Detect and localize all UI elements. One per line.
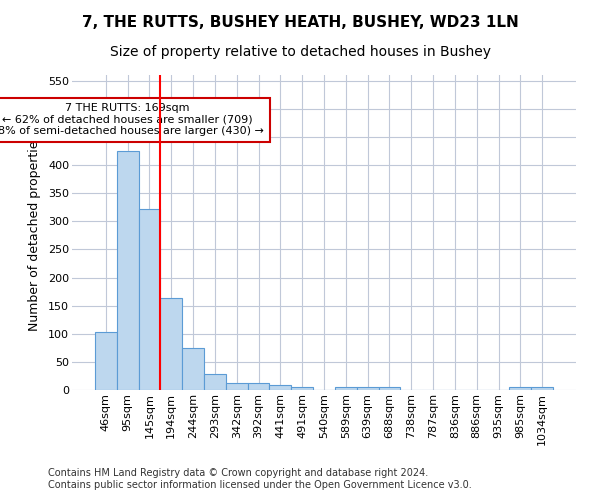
Bar [139, 209, 160, 390]
Text: Contains HM Land Registry data © Crown copyright and database right 2024.
Contai: Contains HM Land Registry data © Crown c… [48, 468, 472, 490]
Bar [335, 386, 357, 390]
Bar [226, 383, 248, 390]
Y-axis label: Number of detached properties: Number of detached properties [28, 134, 41, 331]
Bar [357, 386, 379, 390]
Bar [509, 387, 531, 390]
Bar [117, 151, 139, 390]
Bar [248, 383, 269, 390]
Bar [269, 385, 291, 390]
Bar [182, 348, 204, 390]
Text: 7 THE RUTTS: 169sqm
← 62% of detached houses are smaller (709)
38% of semi-detac: 7 THE RUTTS: 169sqm ← 62% of detached ho… [0, 103, 264, 136]
Bar [95, 332, 117, 390]
Bar [204, 374, 226, 390]
Text: Size of property relative to detached houses in Bushey: Size of property relative to detached ho… [110, 45, 491, 59]
Bar [531, 387, 553, 390]
Bar [291, 387, 313, 390]
Bar [379, 387, 400, 390]
Text: 7, THE RUTTS, BUSHEY HEATH, BUSHEY, WD23 1LN: 7, THE RUTTS, BUSHEY HEATH, BUSHEY, WD23… [82, 15, 518, 30]
Bar [160, 298, 182, 390]
